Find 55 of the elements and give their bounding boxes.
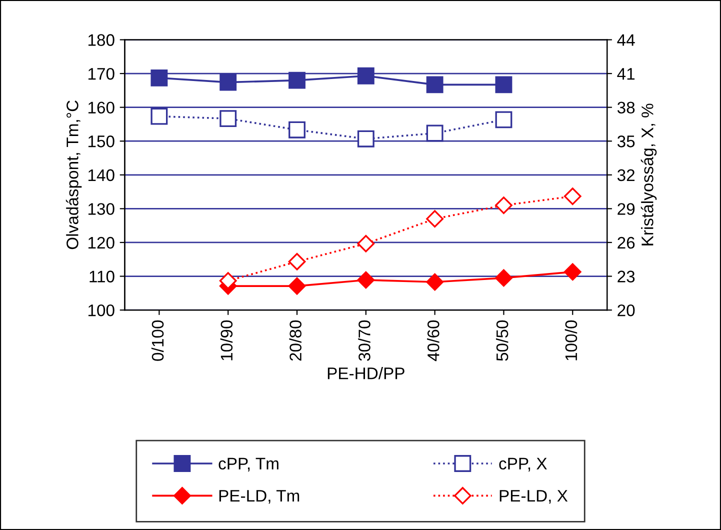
point: [288, 72, 306, 89]
point: [288, 121, 306, 138]
point: [564, 263, 582, 281]
x-tick-label: 100/0: [564, 320, 578, 360]
point: [426, 124, 444, 142]
legend-label: PE-LD, X: [500, 490, 568, 504]
point: [219, 272, 237, 290]
y2-tick-label: 41: [617, 68, 635, 80]
point: [495, 196, 512, 214]
y-tick-label: 150: [88, 136, 114, 148]
legend-label: cPP, Tm: [218, 458, 278, 472]
y2-tick-label: 29: [618, 203, 635, 215]
point: [564, 188, 582, 205]
x-tick-label: 0/100: [151, 320, 164, 361]
y-tick-label: 180: [88, 34, 114, 46]
x-tick-label: 50/50: [496, 320, 508, 361]
y2-tick-label: 20: [618, 304, 635, 316]
point: [288, 277, 306, 295]
x-axis-title: PE-HD/PP: [328, 367, 404, 380]
x-tick-label: 10/90: [220, 320, 233, 360]
point: [426, 273, 444, 291]
point: [357, 130, 374, 148]
y2-tick-label: 35: [617, 136, 635, 148]
y2-tick-label: 26: [618, 236, 635, 249]
legend-label: PE-LD, Tm: [219, 490, 300, 504]
y-tick-label: 170: [88, 68, 114, 80]
y-tick-label: 130: [88, 203, 114, 215]
y-tick-label: 140: [88, 169, 114, 182]
x-tick-label: 40/60: [427, 320, 440, 362]
point: [220, 110, 237, 128]
y2-tick-label: 23: [618, 270, 635, 282]
y-axis-title: Olvadáspont, Tm,°C: [66, 100, 82, 250]
point: [495, 111, 512, 128]
point: [150, 69, 168, 86]
y2-axis-title: Kristályosság, X, %: [640, 104, 657, 246]
point: [357, 67, 374, 84]
legend-label: cPP, X: [499, 458, 547, 472]
y-tick-label: 120: [88, 236, 114, 249]
point: [357, 234, 375, 252]
y2-tick-label: 32: [617, 169, 635, 182]
x-tick-label: 30/70: [358, 320, 370, 361]
point: [426, 210, 444, 228]
point: [495, 76, 512, 94]
point: [495, 269, 512, 287]
y-tick-label: 110: [90, 270, 114, 282]
point: [288, 252, 306, 270]
point: [150, 108, 168, 125]
point: [426, 76, 444, 94]
point: [220, 74, 237, 91]
x-tick-label: 20/80: [289, 320, 302, 361]
y2-tick-label: 44: [617, 34, 635, 46]
y-tick-label: 100: [88, 304, 114, 316]
y2-tick-label: 38: [617, 102, 635, 114]
y-tick-label: 160: [88, 102, 114, 114]
point: [357, 271, 375, 289]
